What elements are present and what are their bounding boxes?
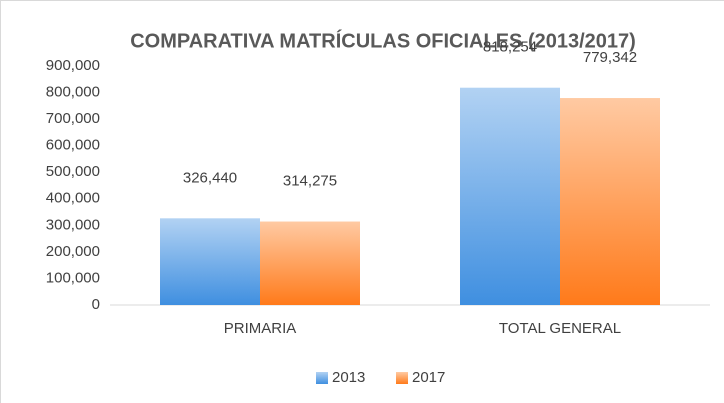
y-tick-label: 300,000 bbox=[46, 216, 100, 233]
y-tick-label: 0 bbox=[92, 296, 100, 313]
y-tick-label: 100,000 bbox=[46, 269, 100, 286]
x-tick-label: PRIMARIA bbox=[224, 320, 297, 337]
bar bbox=[160, 218, 260, 305]
y-tick-label: 900,000 bbox=[46, 57, 100, 74]
y-tick-label: 600,000 bbox=[46, 137, 100, 154]
y-tick-label: 700,000 bbox=[46, 110, 100, 127]
y-tick-label: 500,000 bbox=[46, 163, 100, 180]
chart-title: COMPARATIVA MATRÍCULAS OFICIALES (2013/2… bbox=[130, 29, 636, 52]
data-label: 314,275 bbox=[283, 173, 337, 190]
legend-swatch bbox=[396, 372, 408, 384]
legend-label: 2017 bbox=[412, 369, 445, 386]
data-label: 818,254 bbox=[483, 39, 537, 56]
y-tick-label: 800,000 bbox=[46, 84, 100, 101]
y-tick-label: 200,000 bbox=[46, 243, 100, 260]
data-label: 326,440 bbox=[183, 169, 237, 186]
legend-swatch bbox=[316, 372, 328, 384]
x-tick-label: TOTAL GENERAL bbox=[499, 320, 621, 337]
y-tick-label: 400,000 bbox=[46, 190, 100, 207]
legend-label: 2013 bbox=[332, 369, 365, 386]
bar bbox=[560, 98, 660, 305]
bar bbox=[260, 221, 360, 305]
data-label: 779,342 bbox=[583, 49, 637, 66]
bar bbox=[460, 87, 560, 306]
